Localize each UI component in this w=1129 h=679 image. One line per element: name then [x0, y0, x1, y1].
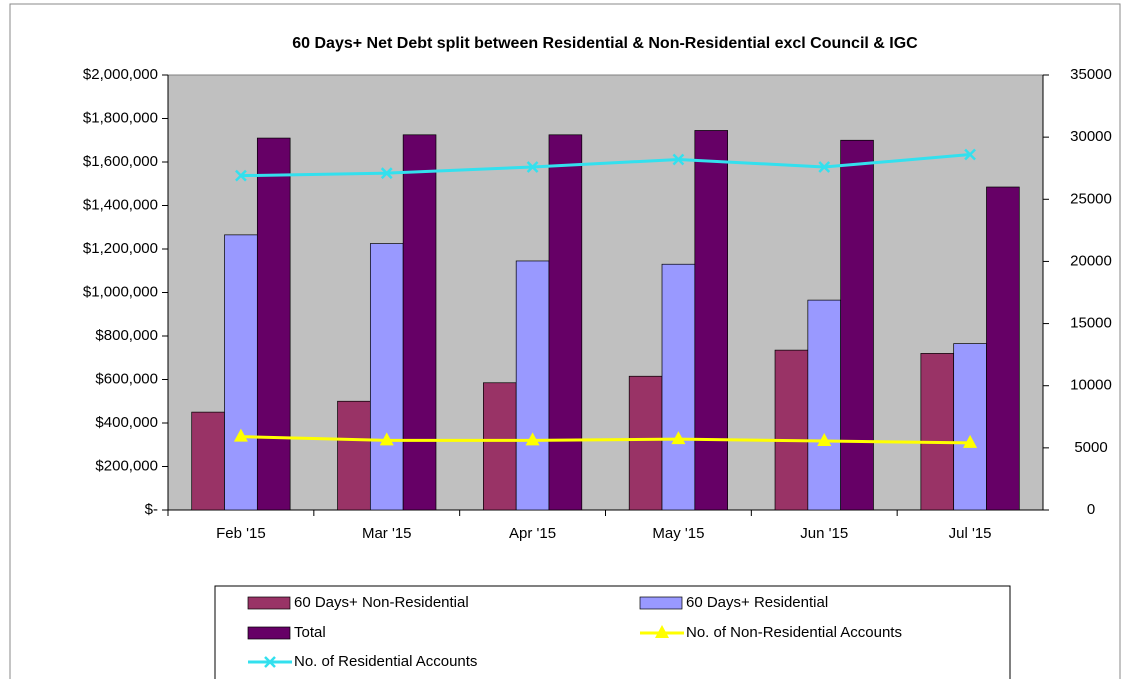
y2-tick-label: 5000: [1074, 439, 1107, 456]
line-marker: [380, 167, 393, 180]
y2-tick-label: 25000: [1070, 190, 1112, 207]
plot-area: [167, 74, 1044, 511]
x-tick-label: May '15: [652, 525, 704, 542]
legend-label: No. of Non-Residential Accounts: [686, 624, 902, 641]
line-marker: [672, 153, 685, 166]
bar: [694, 130, 728, 511]
bar: [224, 234, 258, 511]
line-marker: [235, 169, 247, 182]
y-tick-label: $400,000: [95, 414, 158, 431]
line-marker: [233, 428, 248, 442]
y2-tick-label: 10000: [1070, 377, 1112, 394]
line-marker: [817, 433, 832, 447]
line-marker: [818, 161, 831, 173]
y-tick-label: $1,200,000: [83, 240, 158, 257]
x-tick-label: Mar '15: [362, 525, 412, 542]
y2-tick-label: 0: [1087, 501, 1095, 518]
line-marker: [671, 431, 686, 445]
x-tick-label: Feb '15: [216, 525, 266, 542]
y-tick-label: $200,000: [95, 457, 158, 474]
bar: [774, 349, 809, 511]
legend-swatch: [639, 596, 683, 610]
line-marker: [964, 148, 976, 161]
bar: [920, 353, 955, 511]
x-tick-label: Jun '15: [800, 525, 848, 542]
line-marker: [526, 161, 539, 173]
bar: [191, 411, 225, 511]
legend-label: No. of Residential Accounts: [294, 653, 477, 670]
bar: [337, 400, 371, 511]
line-marker: [379, 432, 394, 446]
y-tick-label: $800,000: [95, 327, 158, 344]
bar: [840, 139, 874, 511]
y-tick-label: $2,000,000: [83, 66, 158, 83]
bar: [515, 260, 550, 511]
bar: [628, 375, 663, 511]
line-marker: [963, 434, 978, 448]
legend-label: 60 Days+ Non-Residential: [294, 594, 469, 611]
y-tick-label: $-: [145, 501, 158, 518]
bar: [369, 243, 404, 511]
legend-label: Total: [294, 624, 326, 641]
legend-marker: [655, 625, 669, 638]
y2-tick-label: 20000: [1070, 252, 1112, 269]
bar: [953, 343, 987, 511]
y-tick-label: $1,800,000: [83, 109, 158, 126]
bar: [548, 134, 583, 511]
y2-tick-label: 15000: [1070, 315, 1112, 332]
x-tick-label: Apr '15: [509, 525, 556, 542]
y-tick-label: $1,000,000: [83, 283, 158, 300]
y-tick-label: $600,000: [95, 370, 158, 387]
bar: [256, 137, 291, 511]
bar: [661, 263, 696, 511]
y-tick-label: $1,600,000: [83, 153, 158, 170]
x-tick-label: Jul '15: [949, 525, 992, 542]
line: [240, 435, 971, 445]
line: [240, 153, 971, 178]
legend-swatch: [247, 596, 291, 610]
y-tick-label: $1,400,000: [83, 196, 158, 213]
y2-tick-label: 30000: [1070, 128, 1112, 145]
legend-label: 60 Days+ Residential: [686, 594, 828, 611]
bar: [807, 299, 842, 511]
bar: [483, 382, 517, 511]
y2-tick-label: 35000: [1070, 66, 1112, 83]
legend-marker: [264, 656, 276, 668]
line-marker: [525, 432, 540, 446]
chart-title: 60 Days+ Net Debt split between Resident…: [292, 35, 918, 52]
bar: [402, 134, 437, 511]
legend-swatch: [247, 626, 291, 640]
bar: [986, 186, 1020, 511]
legend: [214, 585, 1011, 679]
